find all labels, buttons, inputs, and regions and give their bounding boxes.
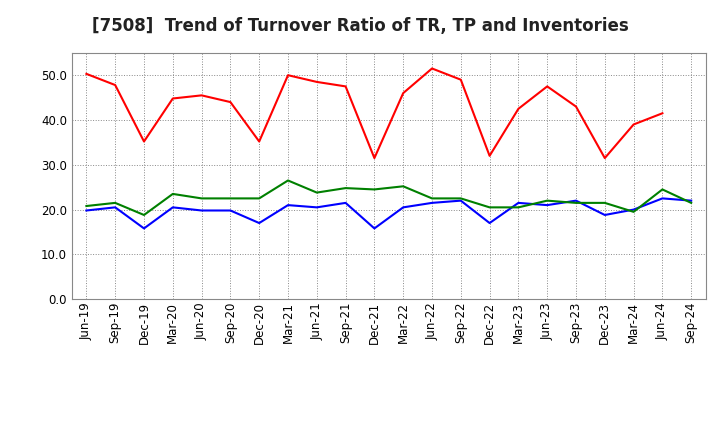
Trade Payables: [168, 205, 177, 210]
Trade Payables: [226, 208, 235, 213]
Inventories: [226, 196, 235, 201]
Inventories: [543, 198, 552, 203]
Trade Payables: [197, 208, 206, 213]
Trade Payables: [514, 200, 523, 205]
Trade Receivables: [456, 77, 465, 82]
Text: [7508]  Trend of Turnover Ratio of TR, TP and Inventories: [7508] Trend of Turnover Ratio of TR, TP…: [91, 18, 629, 35]
Trade Receivables: [312, 79, 321, 84]
Trade Receivables: [284, 73, 292, 78]
Inventories: [658, 187, 667, 192]
Trade Receivables: [629, 122, 638, 127]
Inventories: [284, 178, 292, 183]
Inventories: [572, 200, 580, 205]
Trade Receivables: [111, 82, 120, 88]
Trade Payables: [341, 200, 350, 205]
Inventories: [629, 209, 638, 214]
Inventories: [370, 187, 379, 192]
Trade Payables: [629, 207, 638, 212]
Trade Receivables: [341, 84, 350, 89]
Trade Payables: [140, 226, 148, 231]
Line: Inventories: Inventories: [86, 180, 691, 215]
Inventories: [197, 196, 206, 201]
Inventories: [600, 200, 609, 205]
Inventories: [111, 200, 120, 205]
Trade Receivables: [428, 66, 436, 71]
Trade Receivables: [658, 110, 667, 116]
Trade Receivables: [82, 71, 91, 77]
Trade Payables: [82, 208, 91, 213]
Trade Receivables: [514, 106, 523, 111]
Inventories: [312, 190, 321, 195]
Trade Payables: [255, 220, 264, 226]
Trade Payables: [399, 205, 408, 210]
Inventories: [485, 205, 494, 210]
Trade Receivables: [168, 96, 177, 101]
Trade Payables: [284, 202, 292, 208]
Trade Receivables: [255, 139, 264, 144]
Inventories: [140, 213, 148, 218]
Inventories: [341, 185, 350, 191]
Trade Receivables: [399, 91, 408, 96]
Inventories: [82, 203, 91, 209]
Trade Receivables: [370, 155, 379, 161]
Trade Payables: [600, 213, 609, 218]
Trade Receivables: [140, 139, 148, 144]
Line: Trade Receivables: Trade Receivables: [86, 69, 662, 158]
Trade Payables: [572, 198, 580, 203]
Inventories: [514, 205, 523, 210]
Trade Receivables: [600, 155, 609, 161]
Inventories: [428, 196, 436, 201]
Inventories: [456, 196, 465, 201]
Trade Payables: [485, 220, 494, 226]
Inventories: [687, 200, 696, 205]
Trade Receivables: [226, 99, 235, 105]
Trade Payables: [543, 202, 552, 208]
Inventories: [399, 183, 408, 189]
Trade Receivables: [543, 84, 552, 89]
Trade Payables: [687, 198, 696, 203]
Trade Receivables: [197, 93, 206, 98]
Trade Receivables: [572, 104, 580, 109]
Trade Payables: [428, 200, 436, 205]
Trade Receivables: [485, 153, 494, 158]
Trade Payables: [456, 198, 465, 203]
Line: Trade Payables: Trade Payables: [86, 198, 691, 228]
Trade Payables: [111, 205, 120, 210]
Inventories: [168, 191, 177, 197]
Trade Payables: [370, 226, 379, 231]
Trade Payables: [658, 196, 667, 201]
Trade Payables: [312, 205, 321, 210]
Inventories: [255, 196, 264, 201]
